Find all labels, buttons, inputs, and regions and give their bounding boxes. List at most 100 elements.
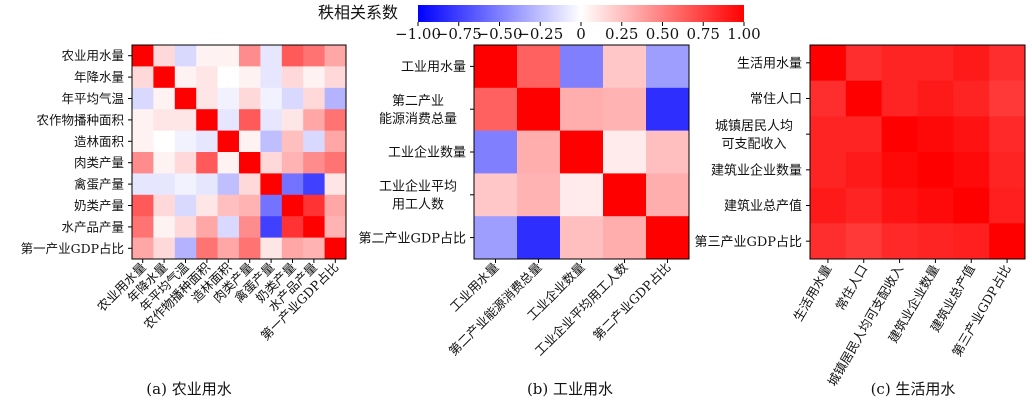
heatmap-cell bbox=[153, 87, 176, 110]
heatmap-cell bbox=[917, 80, 954, 117]
heatmap-cell bbox=[324, 66, 347, 89]
row-label: 工业企业数量 bbox=[388, 145, 466, 161]
colorbar-tick-label: −0.25 bbox=[517, 25, 563, 43]
heatmap-cell bbox=[239, 194, 261, 217]
heatmap-cell bbox=[953, 187, 990, 224]
heatmap-cell bbox=[217, 194, 240, 217]
heatmap-cell bbox=[153, 173, 176, 196]
heatmap-cell bbox=[196, 194, 219, 217]
heatmap-cell bbox=[810, 45, 847, 82]
row-label: 第二产业GDP占比 bbox=[358, 231, 466, 246]
heatmap-cell bbox=[239, 45, 261, 67]
heatmap-cell bbox=[153, 237, 176, 260]
heatmap-cell bbox=[217, 237, 240, 260]
heatmap-cell bbox=[196, 66, 219, 89]
heatmap-cell bbox=[132, 152, 154, 174]
heatmap-cell bbox=[281, 87, 304, 110]
heatmap-cell bbox=[174, 194, 197, 217]
heatmap-cell bbox=[260, 130, 283, 153]
heatmap-cell bbox=[303, 66, 326, 89]
colorbar-tick-label: 0.75 bbox=[687, 25, 720, 43]
heatmap-cell bbox=[217, 173, 240, 196]
heatmap-cell bbox=[260, 87, 283, 110]
heatmap-cell bbox=[303, 237, 326, 260]
heatmap-cell bbox=[260, 237, 283, 260]
row-label: 第三产业GDP占比 bbox=[694, 235, 802, 250]
heatmap-cell bbox=[239, 173, 261, 196]
panel-title-b: (b) 工业用水 bbox=[527, 380, 613, 398]
heatmap-cell bbox=[324, 45, 347, 67]
row-label: 禽蛋产量 bbox=[74, 177, 124, 192]
heatmap-cell bbox=[324, 237, 347, 260]
heatmap-cell bbox=[646, 173, 690, 217]
heatmap-cell bbox=[281, 237, 304, 260]
heatmap-cell bbox=[324, 152, 347, 174]
heatmap-cell bbox=[603, 173, 647, 217]
heatmap-cell bbox=[845, 187, 883, 224]
heatmap-cell bbox=[953, 80, 990, 117]
heatmap-cell bbox=[132, 109, 154, 132]
heatmap-cell bbox=[303, 45, 326, 67]
colorbar-label: 秩相关系数 bbox=[318, 3, 398, 22]
heatmap-panel-industrial: 工业用水量第二产业能源消费总量工业企业数量工业企业平均用工人数第二产业GDP占比… bbox=[358, 44, 690, 398]
row-label: 建筑业总产值 bbox=[724, 198, 802, 214]
heatmap-cell bbox=[603, 45, 647, 89]
colorbar-tick-label: −0.50 bbox=[477, 25, 523, 43]
heatmap-cell bbox=[132, 216, 154, 239]
heatmap-cell bbox=[153, 109, 176, 132]
heatmap-cell bbox=[810, 187, 847, 224]
heatmap-cell bbox=[303, 109, 326, 132]
heatmap-cell bbox=[239, 87, 261, 110]
heatmap-cell bbox=[917, 152, 954, 189]
heatmap-cell bbox=[560, 130, 604, 174]
heatmap-cell bbox=[132, 66, 154, 89]
heatmap-cell bbox=[917, 187, 954, 224]
col-label: 生活用水量 bbox=[790, 262, 834, 324]
heatmap-cell bbox=[217, 45, 240, 67]
heatmap-cell bbox=[132, 194, 154, 217]
row-label: 造林面积 bbox=[74, 134, 124, 149]
heatmap-cell bbox=[174, 152, 197, 174]
heatmap-cell bbox=[196, 87, 219, 110]
colorbar-tick-label: −1.00 bbox=[395, 25, 441, 43]
row-label: 城镇居民人均可支配收入 bbox=[715, 119, 793, 152]
heatmap-cell bbox=[260, 45, 283, 67]
heatmap-cell bbox=[881, 223, 918, 260]
heatmap-cell bbox=[303, 152, 326, 174]
heatmap-cell bbox=[153, 66, 176, 89]
col-label: 常住人口 bbox=[832, 262, 870, 313]
row-label: 第一产业GDP占比 bbox=[21, 241, 124, 256]
heatmap-cell bbox=[953, 45, 990, 82]
heatmap-cell bbox=[153, 194, 176, 217]
heatmap-cell bbox=[303, 194, 326, 217]
heatmap-cell bbox=[174, 45, 197, 67]
heatmap-cell bbox=[196, 216, 219, 239]
heatmap-cell bbox=[217, 152, 240, 174]
heatmap-cell bbox=[603, 87, 647, 132]
heatmap-cell bbox=[260, 173, 283, 196]
heatmap-cell bbox=[917, 45, 954, 82]
row-label: 水产品产量 bbox=[61, 219, 124, 234]
heatmap-cell bbox=[881, 80, 918, 117]
panel-title-c: (c) 生活用水 bbox=[871, 380, 956, 398]
heatmap-cell bbox=[153, 130, 176, 153]
heatmap-cell bbox=[560, 173, 604, 217]
heatmap-cell bbox=[153, 216, 176, 239]
heatmap-cell bbox=[174, 66, 197, 89]
row-label: 常住人口 bbox=[750, 92, 802, 107]
heatmap-cell bbox=[324, 216, 347, 239]
heatmap-cell bbox=[196, 152, 219, 174]
heatmap-cell bbox=[239, 66, 261, 89]
heatmap-cell bbox=[281, 152, 304, 174]
colorbar-tick-label: 1.00 bbox=[727, 25, 760, 43]
heatmap-cell bbox=[260, 152, 283, 174]
heatmap-cell bbox=[174, 237, 197, 260]
heatmap-cell bbox=[517, 173, 561, 217]
heatmap-cell bbox=[646, 130, 690, 174]
heatmap-cell bbox=[474, 45, 518, 89]
heatmap-cell bbox=[196, 109, 219, 132]
row-label: 奶类产量 bbox=[74, 198, 124, 213]
heatmap-cell bbox=[260, 109, 283, 132]
row-label: 肉类产量 bbox=[74, 155, 124, 170]
